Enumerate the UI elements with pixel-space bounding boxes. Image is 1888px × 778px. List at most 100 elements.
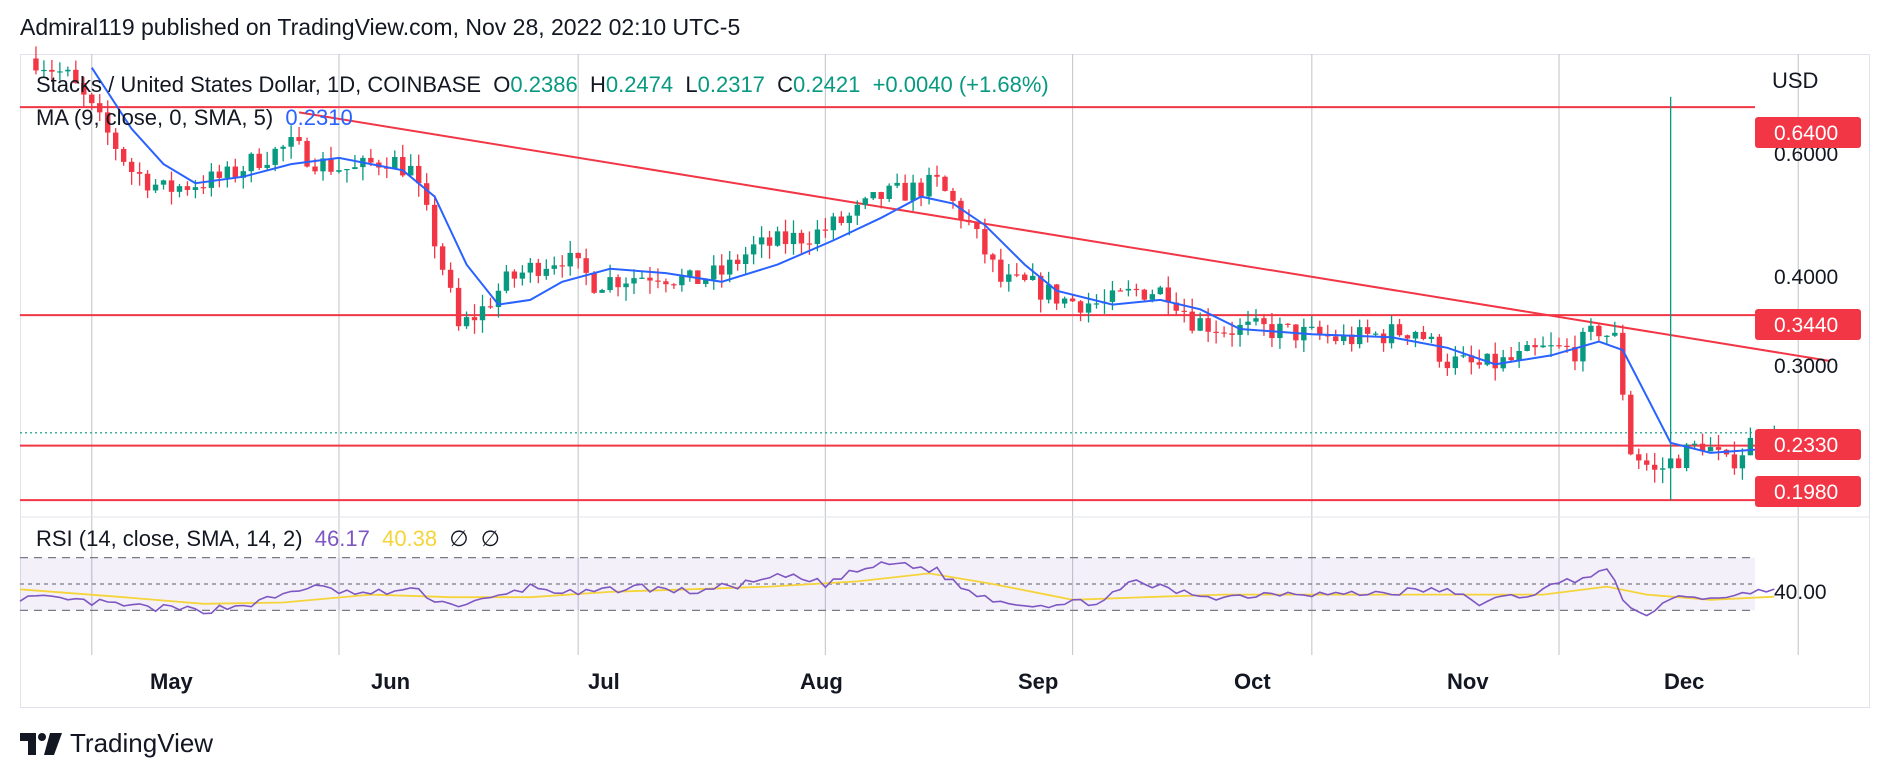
candle-body: [1636, 454, 1642, 461]
horizontal-levels[interactable]: [20, 106, 1755, 502]
candle-body: [1157, 287, 1164, 295]
candle-body: [1444, 361, 1451, 369]
rsi-tick: 40.00: [1774, 581, 1827, 604]
candle-body: [1189, 311, 1195, 331]
candle-body: [1341, 334, 1347, 342]
candle-body: [1109, 290, 1116, 302]
candle-body: [1348, 334, 1355, 345]
candle-body: [575, 252, 581, 259]
candle-body: [1516, 350, 1522, 361]
candle-body: [639, 277, 645, 279]
candle-body: [998, 259, 1004, 282]
candle-body: [136, 171, 143, 174]
candle-body: [1053, 284, 1060, 304]
candle-body: [1253, 318, 1259, 322]
close-value: 0.2421: [793, 72, 861, 97]
candle-body: [822, 229, 829, 231]
candle-body: [41, 69, 47, 72]
candle-body: [1006, 274, 1012, 282]
low-label: L: [685, 72, 698, 97]
candle-body: [1739, 455, 1746, 469]
candle-body: [742, 254, 749, 265]
candle-body: [1596, 325, 1602, 337]
candle-body: [1556, 345, 1562, 347]
candle-body: [1484, 353, 1490, 365]
candle-body: [846, 215, 853, 223]
candle-body: [1221, 332, 1227, 334]
candle-body: [447, 269, 454, 288]
candle-body: [503, 271, 510, 291]
na-icon: ∅: [449, 526, 469, 551]
rsi-legend: RSI (14, close, SMA, 14, 2) 46.17 40.38 …: [36, 526, 500, 552]
candle-body: [894, 182, 900, 186]
candle-body: [607, 277, 613, 290]
candle-body: [655, 280, 661, 282]
candle-body: [1117, 290, 1124, 292]
price-tick: 0.6000: [1774, 143, 1838, 166]
candle-body: [240, 171, 246, 178]
candle-body: [1213, 331, 1219, 333]
candle-body: [408, 165, 414, 176]
candle-body: [623, 283, 629, 288]
candle-body: [1468, 355, 1474, 363]
candle-body: [1205, 318, 1211, 332]
symbol-name: Stacks / United States Dollar, 1D, COINB…: [36, 72, 482, 97]
candle-body: [1747, 437, 1754, 456]
candle-body: [1588, 325, 1594, 332]
candle-body: [1045, 284, 1052, 300]
candle-body: [766, 237, 773, 246]
candle-body: [1077, 301, 1084, 313]
candle-body: [1572, 346, 1578, 362]
candle-body: [184, 186, 191, 190]
candle-body: [1165, 287, 1171, 303]
candle-body: [974, 222, 980, 230]
high-value: 0.2474: [605, 72, 674, 97]
trendline[interactable]: [298, 111, 1831, 362]
candle-body: [687, 270, 693, 277]
candle-body: [97, 103, 103, 113]
candle-body: [551, 265, 557, 269]
open-value: 0.2386: [510, 72, 578, 97]
candle-body: [144, 173, 151, 191]
candle-body: [81, 82, 87, 95]
candle-body: [535, 262, 542, 276]
candle-body: [758, 237, 765, 245]
candle-body: [1492, 353, 1498, 369]
candle-body: [631, 278, 637, 284]
candle-body: [838, 216, 845, 223]
candle-body: [1715, 447, 1722, 450]
candle-body: [527, 262, 534, 273]
candle-body: [1436, 336, 1443, 362]
candle-body: [1659, 468, 1666, 470]
candle-body: [264, 164, 270, 168]
candle-body: [1149, 294, 1156, 300]
candle-body: [671, 284, 677, 286]
candle-body: [1691, 443, 1698, 445]
close-label: C: [777, 72, 794, 97]
candle-body: [543, 268, 549, 276]
candle-body: [336, 170, 342, 172]
candle-body: [1683, 444, 1690, 469]
tradingview-logo[interactable]: TradingView: [20, 728, 213, 759]
candle-body: [711, 265, 717, 280]
low-value: 0.2317: [697, 72, 765, 97]
ma-legend: MA (9, close, 0, SMA, 5) 0.2310: [36, 105, 353, 131]
level-tag-bg: [1755, 476, 1861, 507]
candle-body: [599, 289, 605, 293]
candle-body: [1675, 458, 1682, 469]
candle-body: [1532, 345, 1538, 348]
candle-body: [1460, 355, 1467, 357]
candle-body: [57, 71, 63, 73]
candle-body: [1380, 333, 1387, 344]
candle-body: [1508, 357, 1514, 361]
month-label: Jul: [588, 669, 620, 694]
candle-body: [328, 158, 334, 172]
candle-body: [830, 216, 837, 231]
candle-body: [65, 69, 71, 72]
ma-value: 0.2310: [285, 105, 353, 130]
candle-body: [726, 259, 733, 275]
tradingview-logo-icon: [20, 732, 62, 755]
candle-body: [1428, 336, 1435, 340]
candle-body: [487, 306, 494, 308]
